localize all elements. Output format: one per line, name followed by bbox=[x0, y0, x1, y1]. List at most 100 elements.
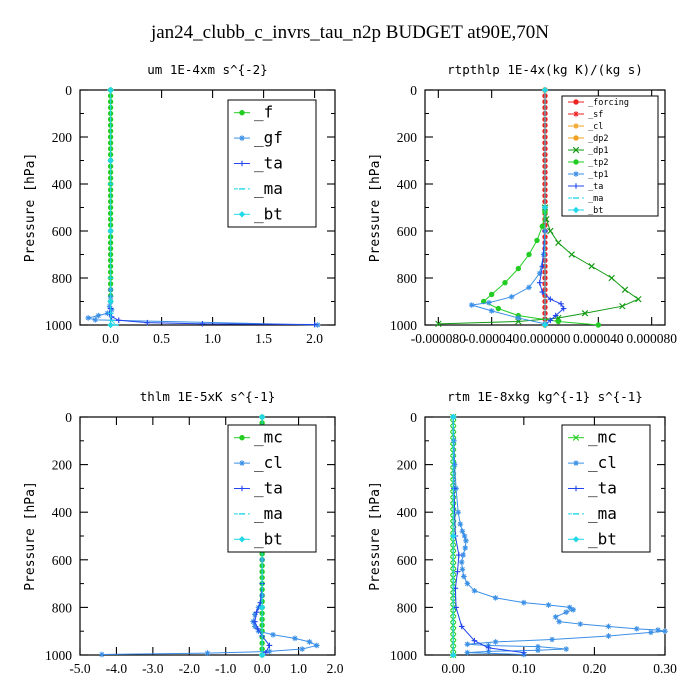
data-point bbox=[508, 294, 515, 300]
data-point bbox=[595, 322, 602, 328]
y-tick-label: 800 bbox=[52, 600, 73, 615]
y-tick-label: 800 bbox=[397, 600, 418, 615]
legend-marker bbox=[573, 485, 579, 492]
data-point bbox=[254, 626, 261, 632]
data-point bbox=[552, 312, 559, 319]
panel-title: um 1E-4xm s^{-2} bbox=[147, 62, 267, 77]
data-point bbox=[85, 315, 91, 321]
data-point bbox=[541, 321, 549, 329]
data-point bbox=[662, 628, 668, 634]
series-dp1 bbox=[435, 204, 642, 328]
legend-label: _ma bbox=[254, 179, 283, 198]
y-tick-label: 400 bbox=[52, 177, 73, 192]
series-cl bbox=[99, 557, 320, 658]
data-point bbox=[545, 602, 552, 608]
data-point bbox=[581, 310, 589, 317]
panel-um: um 1E-4xm s^{-2} Pressure [hPa] 0 200 400 600… bbox=[23, 62, 336, 346]
data-point bbox=[526, 251, 532, 258]
data-point bbox=[535, 647, 541, 654]
data-point bbox=[515, 265, 522, 272]
legend-label: _ta bbox=[254, 479, 283, 498]
x-tick-label: -2.0 bbox=[179, 661, 201, 676]
data-point bbox=[556, 618, 562, 625]
legend-label: _ma bbox=[254, 504, 283, 523]
data-point bbox=[106, 303, 113, 309]
legend-marker bbox=[238, 211, 246, 218]
data-point bbox=[633, 626, 640, 632]
legend-label: _bt bbox=[588, 206, 603, 216]
data-point bbox=[314, 322, 321, 328]
data-point bbox=[107, 227, 114, 235]
x-tick-label: 0.20 bbox=[583, 661, 607, 676]
legend-marker bbox=[239, 109, 245, 116]
series-ta bbox=[450, 414, 527, 656]
series-bt bbox=[450, 413, 457, 659]
data-point bbox=[560, 305, 567, 312]
data-point bbox=[485, 648, 492, 655]
data-point bbox=[253, 609, 260, 615]
data-point bbox=[453, 604, 459, 611]
data-point bbox=[539, 289, 546, 295]
data-point bbox=[107, 321, 114, 329]
y-axis-label: Pressure [hPa] bbox=[368, 153, 383, 263]
data-point bbox=[451, 461, 458, 468]
data-point bbox=[299, 646, 306, 652]
data-point bbox=[536, 279, 543, 286]
panel-rtpthlp: rtpthlp 1E-4x(kg K)/(kg s) Pressure [hPa]… bbox=[368, 62, 677, 346]
data-point bbox=[492, 639, 499, 645]
data-point bbox=[471, 587, 478, 594]
x-tick-label: 0.000080 bbox=[626, 331, 677, 346]
data-point bbox=[539, 263, 546, 270]
data-point bbox=[270, 631, 276, 638]
data-point bbox=[521, 649, 527, 656]
series-line bbox=[539, 230, 565, 326]
y-tick-label: 600 bbox=[52, 224, 73, 239]
data-point bbox=[635, 295, 642, 303]
data-point bbox=[455, 509, 461, 515]
series-line bbox=[438, 207, 640, 325]
x-tick-label: 0.000040 bbox=[573, 331, 624, 346]
y-tick-label: 0 bbox=[410, 83, 417, 98]
data-point bbox=[464, 580, 471, 587]
data-point bbox=[526, 284, 532, 291]
series-line bbox=[101, 559, 319, 656]
legend-label: _mc bbox=[254, 428, 283, 447]
data-point bbox=[311, 321, 318, 328]
data-point bbox=[570, 606, 577, 613]
x-tick-label: 1.0 bbox=[204, 331, 221, 346]
legend-marker bbox=[239, 485, 245, 492]
x-tick-label: 1.0 bbox=[290, 661, 307, 676]
y-axis-label: Pressure [hPa] bbox=[368, 481, 383, 591]
data-point bbox=[435, 320, 442, 328]
data-point bbox=[204, 650, 211, 656]
data-point bbox=[461, 573, 467, 580]
data-point bbox=[552, 614, 559, 620]
legend-label: _dp1 bbox=[588, 146, 608, 156]
x-tick-label: 0.10 bbox=[512, 661, 536, 676]
x-tick-label: -4.0 bbox=[106, 661, 128, 676]
data-point bbox=[541, 204, 549, 211]
data-point bbox=[558, 301, 564, 307]
data-point bbox=[468, 302, 475, 308]
legend-marker bbox=[239, 160, 245, 167]
legend-label: _f bbox=[254, 103, 273, 122]
legend-label: _forcing bbox=[588, 98, 629, 108]
legend-label: _sf bbox=[588, 110, 603, 120]
data-point bbox=[252, 611, 258, 618]
data-point bbox=[515, 315, 522, 321]
data-point bbox=[107, 298, 114, 305]
data-point bbox=[108, 306, 115, 313]
x-tick-label: -1.0 bbox=[215, 661, 237, 676]
legend-marker bbox=[573, 123, 579, 129]
data-point bbox=[621, 286, 629, 293]
y-tick-label: 1000 bbox=[45, 318, 72, 333]
data-point bbox=[648, 629, 654, 636]
x-tick-label: -0.000080 bbox=[411, 331, 466, 346]
figure-title: jan24_clubb_c_invrs_tau_n2p BUDGET at90E… bbox=[150, 22, 549, 43]
legend-label: _tp1 bbox=[588, 170, 608, 180]
data-point bbox=[547, 296, 554, 302]
legend-label: _mc bbox=[588, 428, 617, 447]
y-tick-label: 200 bbox=[397, 130, 418, 145]
series-tp1 bbox=[468, 228, 548, 327]
data-point bbox=[458, 559, 465, 565]
